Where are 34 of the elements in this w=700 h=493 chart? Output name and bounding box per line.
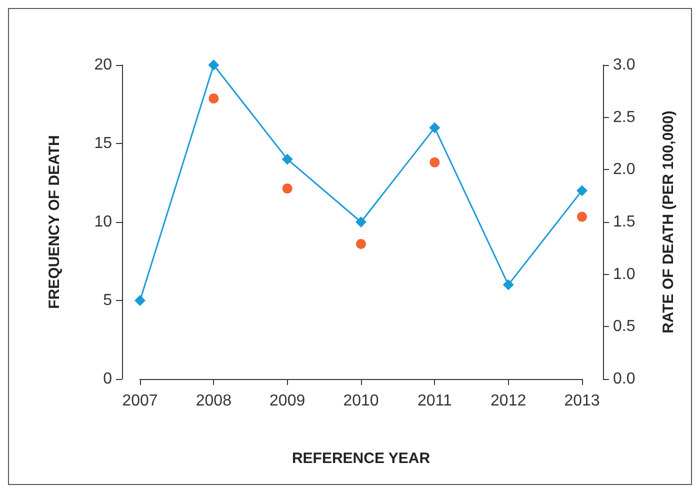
x-tick-label: 2008 [196, 392, 232, 410]
point [356, 238, 366, 249]
y-tick-label: 20 [94, 56, 112, 74]
y-tick-label: 15 [94, 135, 112, 152]
point [134, 295, 146, 306]
point [502, 279, 514, 290]
x-tick-label: 2012 [490, 392, 526, 410]
point [208, 93, 219, 104]
x-tick-label: 2009 [270, 392, 306, 410]
x-axis-title: REFERENCE YEAR [292, 450, 430, 467]
x-tick-label: 2007 [122, 392, 158, 410]
y2-tick-label: 3.0 [613, 56, 636, 74]
point [577, 212, 587, 222]
point [429, 122, 440, 134]
y2-tick-label: 1.5 [613, 214, 636, 230]
y2-tick-label: 2.5 [613, 108, 636, 126]
y2-axis-title: RATE OF DEATH (PER 100,000) [660, 110, 677, 334]
y2-tick-label: 0.0 [613, 370, 636, 388]
y2-tick-label: 2.0 [613, 161, 636, 178]
point [208, 60, 220, 70]
y2-tick-label: 0.5 [613, 318, 636, 336]
point [356, 216, 366, 228]
point [282, 154, 293, 165]
x-tick-label: 2010 [343, 392, 379, 410]
y2-tick-label: 1.0 [613, 266, 636, 283]
y-tick-label: 5 [103, 292, 112, 309]
y-axis-title: FREQUENCY OF DEATH [46, 135, 63, 309]
point [576, 185, 588, 196]
x-tick-label: 2011 [417, 392, 452, 410]
y-tick-label: 0 [103, 370, 112, 388]
x-tick-label: 2013 [564, 392, 600, 410]
y-tick-label: 10 [94, 214, 112, 230]
point [430, 157, 440, 168]
point [282, 184, 292, 194]
